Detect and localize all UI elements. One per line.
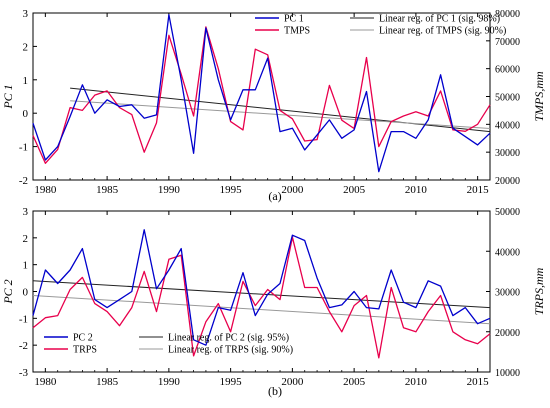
chart-b-y-right-tick-label: 20000: [495, 328, 520, 339]
chart-b-y-left-tick-label: 3: [23, 206, 29, 218]
chart-a-legend-label: Linear reg. of TMPS (sig. 90%): [379, 26, 506, 37]
chart-a-y-left-tick-label: 1: [23, 75, 29, 87]
chart-a-y-right-label: TMPS,mm: [532, 71, 546, 122]
chart-a-x-tick-label: 1990: [158, 184, 181, 196]
chart-a-y-left-label: PC 1: [1, 84, 15, 109]
chart-b-y-left-tick-label: 0: [23, 287, 29, 299]
chart-b-legend-label: Linear reg. of TRPS (sig. 90%): [168, 345, 293, 356]
chart-b-y-left-tick-label: 2: [23, 233, 29, 245]
chart-a-caption: (a): [268, 189, 281, 203]
chart-a-x-tick-label: 2005: [343, 184, 366, 196]
chart-a-series-linear-reg-of-tmps-sig-90: [70, 100, 491, 129]
chart-a-x-tick-label: 1995: [220, 184, 243, 196]
chart-a-y-left-tick-label: 3: [23, 8, 29, 20]
chart-b-y-left-label: PC 2: [1, 279, 15, 304]
chart-b-x-tick-label: 1985: [96, 376, 119, 388]
chart-a-y-right-tick-label: 50000: [495, 93, 520, 104]
chart-b-y-right-tick-label: 30000: [495, 288, 520, 299]
chart-a-x-tick-label: 2010: [405, 184, 428, 196]
chart-b-y-left-tick-label: -2: [19, 340, 28, 352]
chart-a-x-tick-label: 1980: [34, 184, 57, 196]
chart-b-series-linear-reg-of-trps-sig-90: [32, 295, 491, 325]
chart-b-series-linear-reg-of-pc-2-sig-95: [32, 280, 491, 309]
chart-b-x-tick-label: 1980: [34, 376, 57, 388]
chart-b-x-tick-label: 1990: [158, 376, 181, 388]
chart-b-series-trps: [32, 236, 491, 359]
chart-a-y-right-tick-label: 80000: [495, 9, 520, 20]
chart-b-y-left-tick-label: -3: [19, 367, 29, 379]
chart-a-y-right-tick-label: 30000: [495, 148, 520, 159]
chart-b-y-right-label: TRPS,mm: [532, 267, 546, 315]
chart-a-x-tick-label: 2015: [467, 184, 490, 196]
chart-b-legend-label: Linear reg. of PC 2 (sig. 95%): [168, 333, 289, 344]
chart-b-y-left-tick-label: 1: [23, 260, 29, 272]
chart-a-y-left-tick-label: 0: [23, 108, 29, 120]
chart-b-x-tick-label: 2010: [405, 376, 428, 388]
chart-a-x-tick-label: 2000: [281, 184, 304, 196]
chart-a-y-left-tick-label: 2: [23, 41, 29, 53]
chart-b-caption: (b): [268, 384, 282, 398]
chart-b-y-right-tick-label: 40000: [495, 247, 520, 258]
chart-b-x-tick-label: 2005: [343, 376, 366, 388]
chart-a-legend-label: PC 1: [284, 14, 304, 25]
chart-a-y-left-tick-label: -2: [19, 175, 28, 187]
chart-a-y-left-tick-label: -1: [19, 142, 28, 154]
chart-b-legend-label: PC 2: [73, 333, 93, 344]
chart-a-x-tick-label: 1985: [96, 184, 119, 196]
chart-a-plot-frame: [32, 12, 491, 181]
chart-b-x-tick-label: 2015: [467, 376, 490, 388]
chart-a-series-tmps: [32, 26, 491, 164]
chart-b-x-tick-label: 1995: [220, 376, 243, 388]
chart-a-series-pc-1: [32, 14, 491, 173]
chart-a-legend-label: Linear reg. of PC 1 (sig. 98%): [379, 14, 500, 25]
chart-a-legend-label: TMPS: [284, 26, 310, 37]
chart-b-x-tick-label: 2000: [281, 376, 304, 388]
chart-a-y-right-tick-label: 40000: [495, 120, 520, 131]
chart-b-series-pc-2: [32, 229, 491, 346]
chart-a-y-right-tick-label: 20000: [495, 176, 520, 187]
chart-b-legend-label: TRPS: [73, 345, 97, 356]
chart-b-y-right-tick-label: 50000: [495, 207, 520, 218]
chart-a-y-right-tick-label: 60000: [495, 65, 520, 76]
chart-b-y-right-tick-label: 10000: [495, 368, 520, 379]
chart-a-y-right-tick-label: 70000: [495, 37, 520, 48]
chart-b-y-left-tick-label: -1: [19, 313, 28, 325]
